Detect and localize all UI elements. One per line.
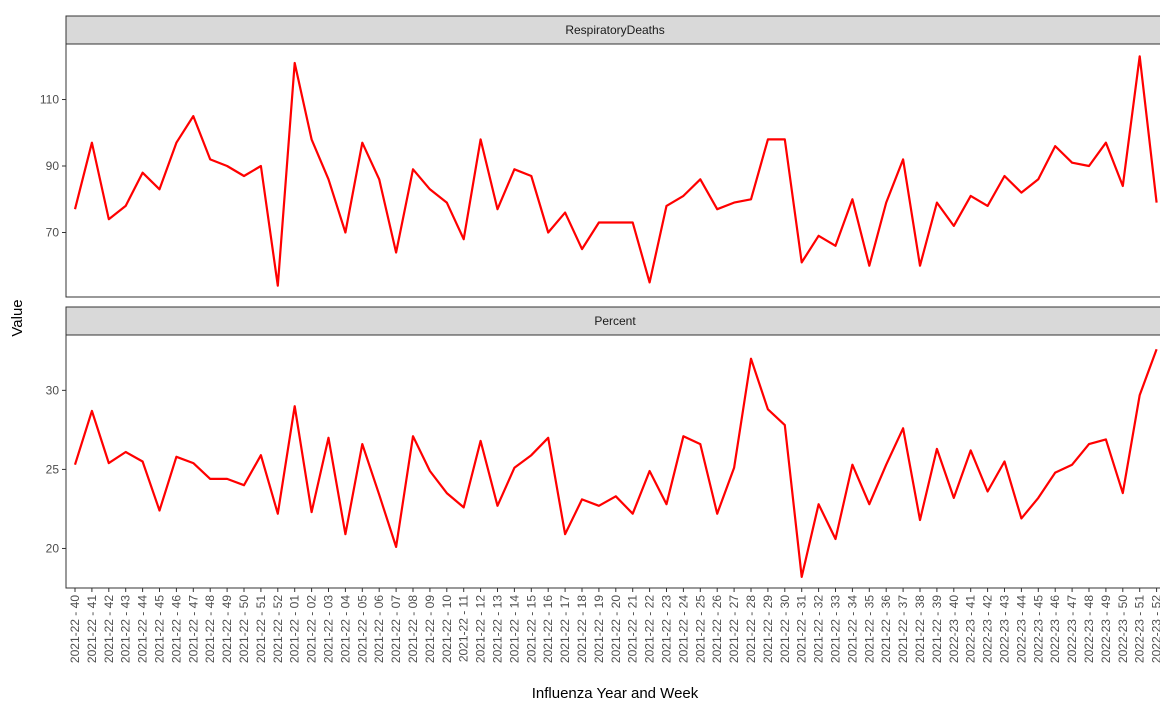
x-tick-label: 2021-22 - 12 <box>474 595 488 663</box>
x-tick-label: 2021-22 - 31 <box>795 595 809 663</box>
x-tick-label: 2021-22 - 14 <box>507 595 521 663</box>
x-tick-label: 2021-22 - 07 <box>389 595 403 663</box>
x-tick-label: 2021-22 - 37 <box>896 595 910 663</box>
x-tick-label: 2021-22 - 39 <box>930 595 944 663</box>
x-tick-label: 2021-22 - 50 <box>237 595 251 663</box>
x-tick-label: 2021-22 - 36 <box>879 595 893 663</box>
x-tick-label: 2021-22 - 34 <box>845 595 859 663</box>
x-tick-label: 2021-22 - 45 <box>153 595 167 663</box>
x-tick-label: 2021-22 - 29 <box>761 595 775 663</box>
x-tick-label: 2022-23 - 52 <box>1150 595 1160 663</box>
x-tick-label: 2021-22 - 15 <box>524 595 538 663</box>
x-tick-label: 2022-23 - 40 <box>947 595 961 663</box>
x-tick-label: 2021-22 - 11 <box>457 595 471 662</box>
x-tick-label: 2021-22 - 19 <box>592 595 606 663</box>
y-tick-label: 70 <box>46 226 60 240</box>
y-tick-label: 90 <box>46 159 60 173</box>
x-tick-label: 2021-22 - 13 <box>491 595 505 663</box>
x-tick-label: 2021-22 - 17 <box>558 595 572 663</box>
x-tick-label: 2021-22 - 25 <box>693 595 707 663</box>
data-line <box>73 348 1158 578</box>
x-tick-label: 2021-22 - 28 <box>744 595 758 663</box>
y-tick-label: 20 <box>46 541 60 555</box>
strip-title: RespiratoryDeaths <box>565 23 664 37</box>
x-tick-label: 2021-22 - 46 <box>169 595 183 663</box>
x-tick-label: 2022-23 - 42 <box>981 595 995 663</box>
strip <box>65 15 1160 45</box>
x-tick-label: 2021-22 - 30 <box>778 595 792 663</box>
x-tick-label: 2022-23 - 44 <box>1014 595 1028 663</box>
x-tick-label: 2021-22 - 09 <box>423 595 437 663</box>
x-tick-label: 2022-23 - 45 <box>1031 595 1045 663</box>
x-tick-label: 2022-23 - 51 <box>1133 595 1147 663</box>
x-tick-label: 2021-22 - 04 <box>338 595 352 663</box>
x-tick-label: 2021-22 - 05 <box>355 595 369 663</box>
x-tick-label: 2021-22 - 10 <box>440 595 454 663</box>
x-tick-label: 2021-22 - 40 <box>68 595 82 663</box>
x-tick-label: 2021-22 - 38 <box>913 595 927 663</box>
x-tick-label: 2021-22 - 20 <box>609 595 623 663</box>
x-tick-label: 2022-23 - 48 <box>1082 595 1096 663</box>
data-line <box>73 55 1158 287</box>
x-tick-label: 2021-22 - 52 <box>271 595 285 663</box>
x-tick-label: 2021-22 - 23 <box>660 595 674 663</box>
x-tick-label: 2022-23 - 43 <box>998 595 1012 663</box>
x-tick-label: 2021-22 - 16 <box>541 595 555 663</box>
x-axis-title: Influenza Year and Week <box>532 685 699 702</box>
x-tick-label: 2021-22 - 42 <box>102 595 116 663</box>
x-tick-label: 2021-22 - 49 <box>220 595 234 663</box>
x-tick-label: 2021-22 - 24 <box>676 595 690 663</box>
x-tick-label: 2021-22 - 26 <box>710 595 724 663</box>
x-tick-label: 2021-22 - 18 <box>575 595 589 663</box>
strip <box>65 306 1160 336</box>
y-tick-label: 25 <box>46 462 60 476</box>
x-tick-label: 2021-22 - 41 <box>85 595 99 663</box>
strip-title: Percent <box>594 314 636 328</box>
x-tick-label: 2021-22 - 06 <box>372 595 386 663</box>
x-tick-label: 2022-23 - 46 <box>1048 595 1062 663</box>
x-tick-label: 2021-22 - 32 <box>812 595 826 663</box>
x-tick-label: 2021-22 - 21 <box>626 595 640 663</box>
x-tick-label: 2021-22 - 02 <box>305 595 319 663</box>
y-tick-label: 110 <box>40 93 59 107</box>
x-tick-label: 2021-22 - 35 <box>862 595 876 663</box>
panel <box>65 43 1160 298</box>
x-tick-label: 2021-22 - 48 <box>203 595 217 663</box>
x-tick-label: 2021-22 - 44 <box>136 595 150 663</box>
x-tick-label: 2022-23 - 50 <box>1116 595 1130 663</box>
x-tick-label: 2021-22 - 33 <box>829 595 843 663</box>
panel <box>65 334 1160 589</box>
x-tick-label: 2021-22 - 27 <box>727 595 741 663</box>
x-tick-label: 2022-23 - 41 <box>964 595 978 663</box>
x-tick-label: 2022-23 - 49 <box>1099 595 1113 663</box>
x-tick-label: 2021-22 - 22 <box>643 595 657 663</box>
y-tick-label: 30 <box>46 383 60 397</box>
x-tick-label: 2021-22 - 51 <box>254 595 268 663</box>
y-axis-title: Value <box>9 299 26 336</box>
x-tick-label: 2021-22 - 08 <box>406 595 420 663</box>
x-tick-label: 2021-22 - 43 <box>119 595 133 663</box>
x-tick-label: 2021-22 - 01 <box>288 595 302 663</box>
x-tick-label: 2021-22 - 47 <box>186 595 200 663</box>
x-tick-label: 2021-22 - 03 <box>322 595 336 663</box>
x-tick-label: 2022-23 - 47 <box>1065 595 1079 663</box>
